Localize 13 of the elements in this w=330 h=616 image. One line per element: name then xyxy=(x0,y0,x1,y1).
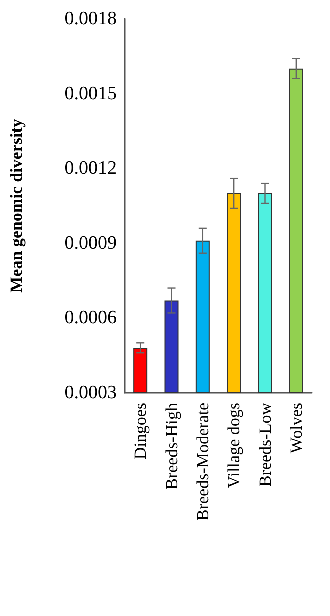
x-tick-label: Breeds-Low xyxy=(256,402,275,488)
x-tick-label: Dingoes xyxy=(131,403,150,460)
y-tick-label: 0.0003 xyxy=(64,382,117,404)
y-tick-label: 0.0006 xyxy=(64,308,117,329)
x-tick-label: Village dogs xyxy=(224,403,244,488)
y-tick-label: 0.0018 xyxy=(64,8,117,30)
y-tick-label: 0.0015 xyxy=(64,83,117,104)
x-tick-label: Breeds-High xyxy=(162,402,182,490)
y-tick-label: 0.0012 xyxy=(64,158,117,180)
y-tick-label: 0.0009 xyxy=(64,232,117,254)
x-tick-label: Wolves xyxy=(286,403,306,454)
y-axis-title: Mean genomic diversity xyxy=(7,118,26,293)
x-tick-label: Breeds-Moderate xyxy=(193,403,212,522)
